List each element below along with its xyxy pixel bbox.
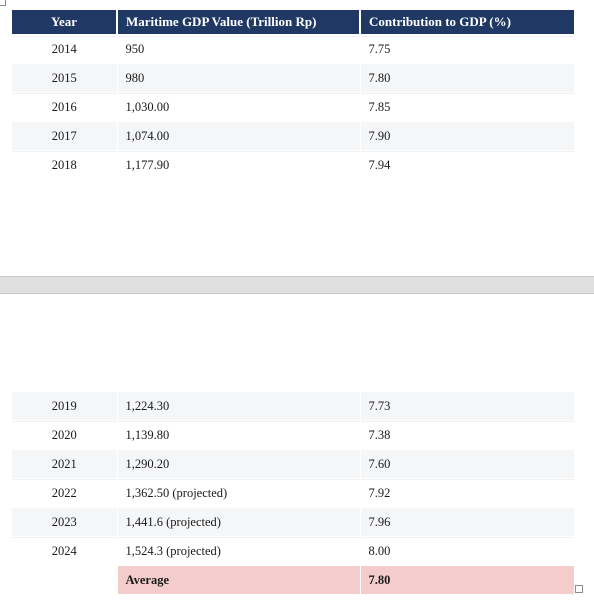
average-row: Average 7.80 bbox=[12, 565, 575, 595]
table-row: 2017 1,074.00 7.90 bbox=[12, 121, 575, 151]
value-cell[interactable]: 1,074.00 bbox=[117, 121, 361, 151]
contribution-column-header[interactable]: Contribution to GDP (%) bbox=[360, 10, 574, 36]
value-cell[interactable]: 1,290.20 bbox=[117, 449, 361, 479]
contribution-cell[interactable]: 8.00 bbox=[360, 536, 575, 566]
table-row: 2019 1,224.30 7.73 bbox=[12, 392, 575, 421]
contribution-cell[interactable]: 7.75 bbox=[360, 35, 575, 64]
data-table-bottom: 2019 1,224.30 7.73 2020 1,139.80 7.38 20… bbox=[12, 392, 575, 595]
value-cell[interactable]: 1,139.80 bbox=[117, 420, 361, 450]
empty-cell[interactable] bbox=[12, 565, 118, 595]
contribution-cell[interactable]: 7.90 bbox=[360, 121, 575, 151]
year-cell[interactable]: 2017 bbox=[12, 121, 118, 151]
resize-handle-bottom-right[interactable] bbox=[575, 585, 583, 593]
year-cell[interactable]: 2023 bbox=[12, 507, 118, 537]
year-cell[interactable]: 2019 bbox=[12, 392, 118, 421]
resize-handle-top-left[interactable] bbox=[0, 0, 6, 6]
average-label-cell[interactable]: Average bbox=[117, 565, 361, 595]
contribution-cell[interactable]: 7.94 bbox=[360, 150, 575, 180]
year-cell[interactable]: 2014 bbox=[12, 35, 118, 64]
table-row: 2015 980 7.80 bbox=[12, 63, 575, 93]
table-row: 2018 1,177.90 7.94 bbox=[12, 150, 575, 180]
horizontal-scrollbar[interactable] bbox=[0, 276, 594, 294]
contribution-cell[interactable]: 7.38 bbox=[360, 420, 575, 450]
contribution-cell[interactable]: 7.85 bbox=[360, 92, 575, 122]
table-row: 2014 950 7.75 bbox=[12, 35, 575, 64]
year-cell[interactable]: 2015 bbox=[12, 63, 118, 93]
year-cell[interactable]: 2021 bbox=[12, 449, 118, 479]
table-row: 2024 1,524.3 (projected) 8.00 bbox=[12, 536, 575, 566]
year-cell[interactable]: 2022 bbox=[12, 478, 118, 508]
table-row: 2016 1,030.00 7.85 bbox=[12, 92, 575, 122]
value-cell[interactable]: 950 bbox=[117, 35, 361, 64]
table-row: 2021 1,290.20 7.60 bbox=[12, 449, 575, 479]
value-cell[interactable]: 980 bbox=[117, 63, 361, 93]
contribution-cell[interactable]: 7.73 bbox=[360, 392, 575, 421]
year-column-header[interactable]: Year bbox=[12, 10, 118, 36]
table-row: 2022 1,362.50 (projected) 7.92 bbox=[12, 478, 575, 508]
value-cell[interactable]: 1,524.3 (projected) bbox=[117, 536, 361, 566]
average-value-cell[interactable]: 7.80 bbox=[360, 565, 575, 595]
table-row: 2023 1,441.6 (projected) 7.96 bbox=[12, 507, 575, 537]
year-cell[interactable]: 2020 bbox=[12, 420, 118, 450]
value-cell[interactable]: 1,441.6 (projected) bbox=[117, 507, 361, 537]
header-row: Year Maritime GDP Value (Trillion Rp) Co… bbox=[12, 10, 574, 36]
year-cell[interactable]: 2018 bbox=[12, 150, 118, 180]
value-column-header[interactable]: Maritime GDP Value (Trillion Rp) bbox=[117, 10, 361, 36]
contribution-cell[interactable]: 7.60 bbox=[360, 449, 575, 479]
data-table-top: Year Maritime GDP Value (Trillion Rp) Co… bbox=[12, 10, 575, 180]
year-cell[interactable]: 2024 bbox=[12, 536, 118, 566]
table-row: 2020 1,139.80 7.38 bbox=[12, 420, 575, 450]
contribution-cell[interactable]: 7.96 bbox=[360, 507, 575, 537]
year-cell[interactable]: 2016 bbox=[12, 92, 118, 122]
value-cell[interactable]: 1,177.90 bbox=[117, 150, 361, 180]
value-cell[interactable]: 1,030.00 bbox=[117, 92, 361, 122]
value-cell[interactable]: 1,362.50 (projected) bbox=[117, 478, 361, 508]
value-cell[interactable]: 1,224.30 bbox=[117, 392, 361, 421]
contribution-cell[interactable]: 7.80 bbox=[360, 63, 575, 93]
contribution-cell[interactable]: 7.92 bbox=[360, 478, 575, 508]
